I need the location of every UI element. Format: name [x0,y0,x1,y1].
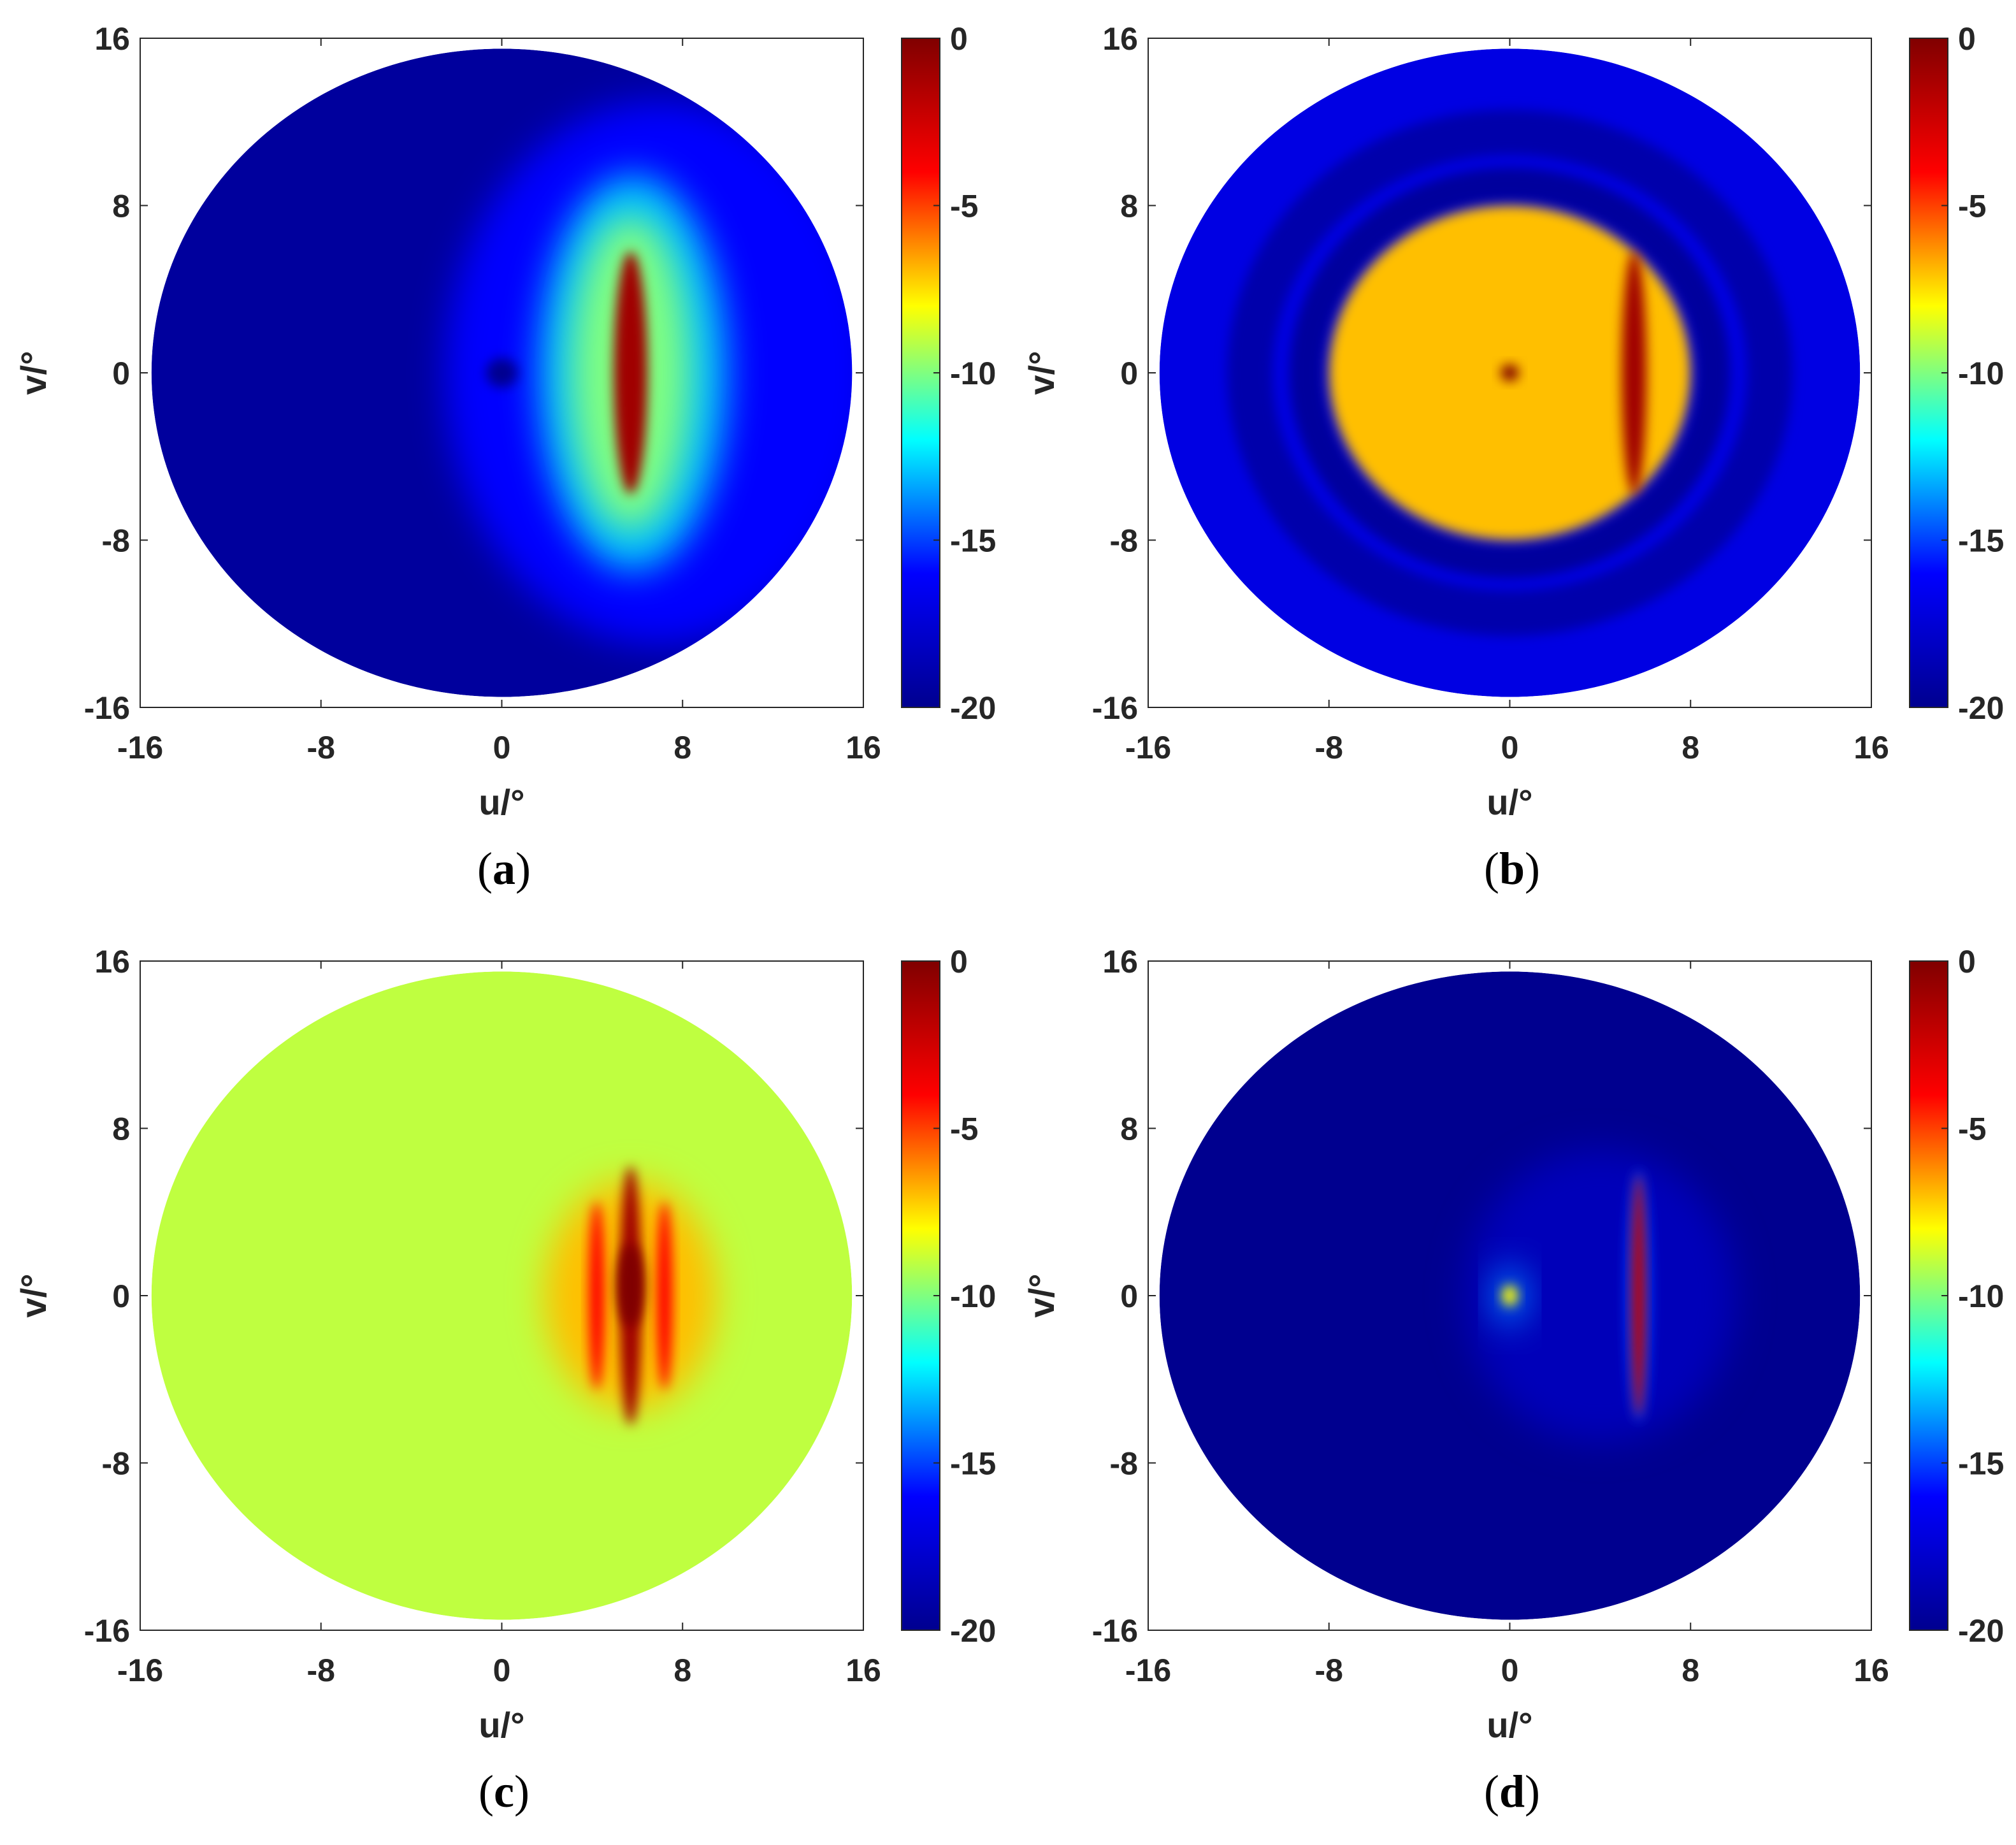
x-tick-label: -16 [117,1653,163,1688]
heatmap-peak-4 [617,1243,644,1328]
x-tick-label: -8 [1315,1653,1343,1688]
x-tick-label: 0 [493,1653,511,1688]
x-tick-label: 16 [1854,1653,1889,1688]
y-tick-label: 16 [1102,944,1138,980]
colorbar-tick-label: 0 [1958,21,1976,57]
x-tick-label: 8 [1681,730,1699,765]
heatmap-disk-d [1159,971,1861,1620]
colorbar-tick-label: -15 [1958,1446,2004,1482]
colorbar-tick-label: 0 [950,944,968,980]
y-axis-label: v/° [1021,1273,1062,1317]
y-tick-label: 8 [1120,1111,1138,1147]
x-tick-label: -16 [117,730,163,765]
x-tick-label: 8 [673,1653,691,1688]
colorbar-tick-label: -20 [1958,690,2004,726]
colorbar-tick-label: -10 [950,356,996,391]
colorbar-tick-label: -5 [950,1111,978,1147]
x-tick-label: -8 [1315,730,1343,765]
y-tick-label: 0 [112,356,130,391]
heatmap-c: -16 -8 0 8 16 16 8 0 -8 -16 u/° v/° 0 -5 -10 -15 -20 [13,944,996,1745]
y-tick-label: 16 [1102,21,1138,57]
y-tick-label: -16 [84,1613,130,1649]
x-tick-label: -8 [307,1653,335,1688]
colorbar-tick-label: -15 [950,1446,996,1482]
heatmap-disk-c [151,971,853,1620]
heatmap-disk-b [1159,48,1861,697]
panel-a: -16 -8 0 8 16 16 8 0 -8 -16 u/° v/° 0 -5 -10 -15 -20 (a) [0,0,1008,922]
panel-b: -16 -8 0 8 16 16 8 0 -8 -16 u/° v/° 0 -5 -10 -15 -20 (b) [1008,0,2016,922]
y-tick-label: -16 [1092,1613,1138,1649]
y-axis-label: v/° [1021,351,1062,394]
x-tick-label: 0 [1501,1653,1519,1688]
caption-d: (d) [1483,1766,1540,1817]
x-axis-label: u/° [1487,1705,1532,1745]
heatmap-beam-1 [589,1201,605,1390]
heatmap-ring-1 [1289,168,1731,578]
heatmap-d: -16 -8 0 8 16 16 8 0 -8 -16 u/° v/° 0 -5 -10 -15 -20 [1021,944,2004,1745]
heatmap-disk-a [151,48,853,697]
colorbar-tick-label: -5 [1958,1111,1986,1147]
panel-c: -16 -8 0 8 16 16 8 0 -8 -16 u/° v/° 0 -5 -10 -15 -20 (c) [0,923,1008,1845]
y-axis-label: v/° [13,1273,54,1317]
heatmap-beam-2 [656,1201,673,1390]
x-tick-label: -16 [1125,1653,1171,1688]
caption-a: (a) [477,843,531,894]
colorbar-tick-label: 0 [1958,944,1976,980]
x-tick-label: -8 [307,730,335,765]
colorbar-tick-label: -10 [1958,1278,2004,1314]
heatmap-peak-4 [1501,364,1519,382]
heatmap-background [151,971,853,1620]
colorbar-tick-label: -20 [950,1613,996,1649]
y-tick-label: 16 [94,21,130,57]
colorbar-tick-label: -15 [1958,523,2004,559]
y-tick-label: 0 [112,1278,130,1314]
colorbar-tick-label: -20 [950,690,996,726]
colorbar-tick-label: -20 [1958,1613,2004,1649]
x-tick-label: 0 [493,730,511,765]
heatmap-beam-3 [1622,251,1647,495]
colorbar-tick-label: -10 [950,1278,996,1314]
caption-b: (b) [1483,843,1540,894]
heatmap-b: -16 -8 0 8 16 16 8 0 -8 -16 u/° v/° 0 -5 -10 -15 -20 [1021,21,2004,822]
colorbar-tick-label: 0 [950,21,968,57]
x-axis-label: u/° [1487,782,1532,822]
y-tick-label: 0 [1120,356,1138,391]
y-tick-label: 8 [112,189,130,224]
colorbar-tick-label: -5 [950,189,978,224]
x-tick-label: 0 [1501,730,1519,765]
y-tick-label: -16 [1092,690,1138,726]
colorbar-tick-label: -5 [1958,189,1986,224]
panel-d: -16 -8 0 8 16 16 8 0 -8 -16 u/° v/° 0 -5 -10 -15 -20 (d) [1008,923,2016,1845]
heatmap-peak-4 [1502,1285,1518,1306]
x-axis-label: u/° [479,782,524,822]
x-tick-label: 16 [846,1653,881,1688]
colorbar-tick-label: -15 [950,523,996,559]
y-tick-label: -8 [1110,523,1138,559]
heatmap-beam-2 [1632,1174,1646,1417]
x-tick-label: 8 [1681,1653,1699,1688]
x-axis-label: u/° [479,1705,524,1745]
y-tick-label: -8 [102,523,130,559]
x-tick-label: 8 [673,730,691,765]
heatmap-beam-3 [614,251,648,495]
y-tick-label: 8 [112,1111,130,1147]
heatmap-halo-0 [1464,1149,1736,1442]
x-tick-label: 16 [846,730,881,765]
colorbar-tick-label: -10 [1958,356,2004,391]
y-tick-label: -8 [1110,1446,1138,1482]
caption-c: (c) [479,1766,529,1817]
y-tick-label: 8 [1120,189,1138,224]
x-tick-label: -16 [1125,730,1171,765]
heatmap-null-4 [486,358,518,387]
y-tick-label: 0 [1120,1278,1138,1314]
y-tick-label: 16 [94,944,130,980]
y-axis-label: v/° [13,351,54,394]
heatmap-a: -16 -8 0 8 16 16 8 0 -8 -16 u/° v/° 0 -5 -10 -15 -20 [13,21,996,822]
y-tick-label: -16 [84,690,130,726]
y-tick-label: -8 [102,1446,130,1482]
x-tick-label: 16 [1854,730,1889,765]
heatmap-ring-0 [1227,110,1792,636]
